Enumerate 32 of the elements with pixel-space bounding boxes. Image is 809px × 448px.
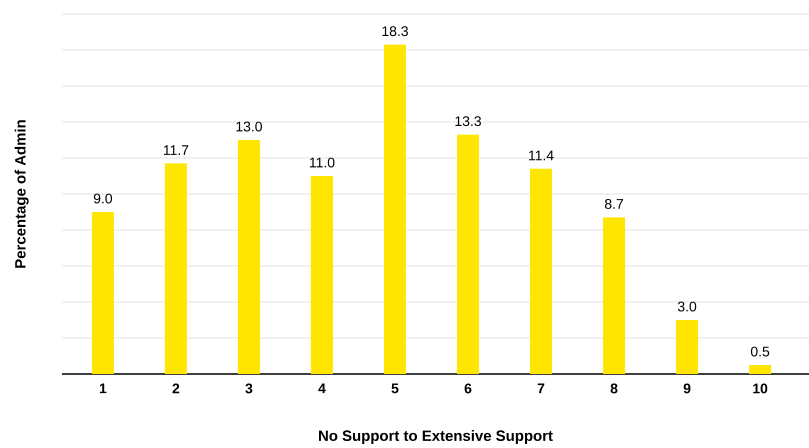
bar — [310, 176, 333, 374]
data-label: 3.0 — [678, 302, 696, 312]
bar — [456, 134, 479, 374]
data-label: 11.4 — [529, 150, 554, 160]
y-axis-title: Percentage of Admin — [14, 120, 29, 268]
bar — [530, 168, 552, 374]
x-tick-label: 2 — [172, 384, 180, 394]
data-label: 9.0 — [94, 194, 112, 204]
x-tick-label: 3 — [245, 384, 252, 394]
x-tick-label: 8 — [610, 384, 618, 394]
x-tick-label: 10 — [753, 384, 768, 394]
data-label: 8.7 — [604, 198, 624, 209]
x-tick-label: 4 — [318, 384, 326, 394]
bar — [603, 217, 626, 374]
data-label: 13.3 — [455, 116, 481, 126]
data-label: 18.3 — [382, 26, 408, 36]
bar — [164, 163, 187, 374]
x-tick-label: 6 — [464, 384, 472, 394]
data-label: 11.0 — [310, 158, 334, 168]
x-tick-label: 7 — [538, 384, 544, 394]
x-tick-label: 9 — [684, 384, 690, 394]
data-label: 11.7 — [164, 145, 188, 155]
data-label: 13.0 — [236, 122, 262, 132]
x-axis-title: No Support to Extensive Support — [319, 430, 553, 444]
bar — [749, 365, 772, 374]
bar — [384, 44, 406, 374]
x-tick-label: 1 — [100, 384, 106, 394]
bar — [676, 320, 698, 374]
bar — [92, 212, 114, 374]
x-tick-label: 5 — [392, 384, 398, 394]
data-label: 0.5 — [750, 346, 770, 356]
bar — [238, 140, 260, 374]
